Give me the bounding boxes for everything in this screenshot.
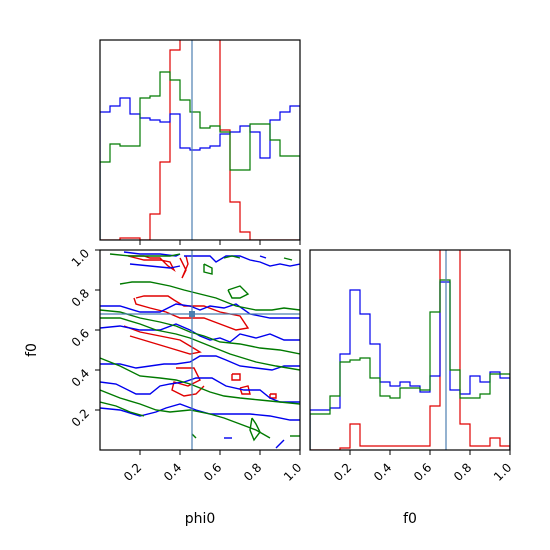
- xlabel-f0: f0: [403, 511, 417, 527]
- contour-blue-18: [275, 439, 285, 449]
- contour-blue-13: [100, 355, 300, 371]
- contour-green-31: [191, 433, 197, 439]
- contour-blue-8: [123, 251, 181, 257]
- f0-hist-red: [310, 250, 510, 450]
- contour-blue-10: [129, 263, 181, 269]
- contour-red-7: [269, 393, 277, 399]
- f0-hist-green: [310, 279, 510, 450]
- f0-histogram-series: [310, 250, 510, 450]
- phi0-hist-blue: [100, 97, 300, 240]
- contour-green-19: [109, 253, 181, 257]
- contour-green-20: [203, 263, 213, 275]
- contour-red-2: [133, 295, 250, 331]
- phi0-histogram-frame: [99, 39, 301, 241]
- phi0-f0-contour-panel: 0.2 0.4 0.6 0.8 1.0 0.20.40.60.81.0: [69, 246, 305, 484]
- phi0-hist-green: [100, 71, 300, 240]
- contour-green-30: [283, 257, 293, 261]
- xlabel-phi0: phi0: [185, 511, 216, 527]
- contour-frame: [99, 249, 301, 451]
- contour-red-6: [239, 385, 251, 395]
- contour-green-26: [100, 357, 300, 405]
- contour-red-5: [231, 373, 241, 381]
- phi0-histogram-series: [100, 40, 300, 240]
- ylabel-f0: f0: [24, 343, 40, 357]
- contour-green-23: [119, 281, 300, 311]
- truth-point: [189, 311, 195, 317]
- contour-green-22: [227, 285, 250, 299]
- phi0-histogram-panel: [99, 39, 301, 245]
- contour-green-28: [100, 401, 145, 417]
- contour-green-27: [100, 389, 271, 439]
- f0-hist-blue: [310, 281, 510, 450]
- contour-red-3: [123, 325, 202, 355]
- contour-blue-15: [100, 403, 300, 421]
- phi0-hist-red: [100, 40, 300, 240]
- contour-green-29: [249, 417, 261, 442]
- contour-blue-17: [259, 255, 267, 259]
- contour-blue-12: [100, 323, 300, 343]
- contour-red-1: [179, 255, 189, 279]
- contour-green-25: [100, 317, 300, 371]
- contour-blue-11: [100, 303, 300, 319]
- phi0-histogram-x-ticks: [139, 240, 301, 245]
- contour-green-21: [223, 255, 241, 259]
- contour-blue-14: [100, 377, 300, 403]
- contour-blue-9: [184, 255, 300, 267]
- f0-histogram-frame: [309, 249, 511, 451]
- contour-green-24: [100, 309, 300, 355]
